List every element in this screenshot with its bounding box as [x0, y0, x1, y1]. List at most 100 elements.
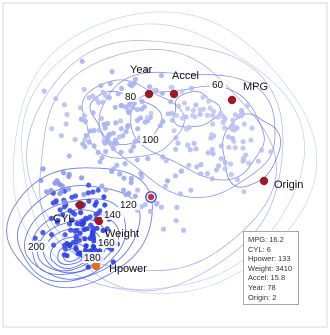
anchor-label-cyl: CYL: [53, 213, 74, 225]
data-point: [225, 134, 232, 140]
data-point: [173, 135, 179, 141]
data-point: [90, 243, 96, 249]
data-point: [142, 119, 148, 125]
data-point: [57, 181, 63, 187]
data-point: [179, 115, 185, 121]
data-point: [101, 194, 107, 200]
contour-label-60: 60: [212, 80, 224, 91]
data-point: [123, 104, 129, 110]
data-point: [85, 190, 91, 196]
data-point: [73, 246, 79, 252]
data-point: [268, 149, 274, 155]
data-point: [128, 148, 134, 154]
data-point: [81, 227, 87, 233]
data-point: [209, 146, 215, 153]
data-point: [204, 112, 210, 118]
anchor-weight[interactable]: [94, 216, 104, 226]
contour-label-100: 100: [142, 135, 159, 146]
data-point: [241, 121, 247, 127]
anchor-origin[interactable]: [259, 176, 269, 186]
data-point: [128, 175, 134, 181]
data-point: [87, 128, 93, 134]
data-point: [112, 104, 118, 110]
data-point: [100, 99, 106, 105]
data-point: [122, 161, 128, 167]
data-point: [40, 229, 46, 236]
contour-line: [173, 90, 222, 128]
data-point: [72, 193, 79, 199]
contour-line: [81, 79, 185, 159]
data-point: [62, 246, 68, 252]
data-point: [235, 114, 241, 120]
data-point: [40, 166, 46, 172]
data-point: [218, 156, 224, 162]
data-point: [186, 124, 192, 130]
data-point: [230, 117, 236, 123]
data-point: [121, 175, 127, 181]
tooltip-row-accel: Accel: 15.8: [248, 273, 286, 283]
data-point: [48, 187, 54, 194]
contour-label-bg: [82, 252, 104, 263]
data-point: [235, 176, 241, 183]
data-point: [138, 170, 144, 177]
data-point: [75, 251, 81, 257]
data-point: [191, 140, 197, 146]
data-point: [232, 145, 238, 151]
anchor-cyl[interactable]: [75, 200, 85, 210]
selected-point[interactable]: [147, 193, 155, 201]
data-point: [58, 188, 64, 194]
data-point: [82, 136, 88, 142]
data-point: [109, 69, 115, 75]
data-point: [228, 171, 234, 177]
anchor-mpg[interactable]: [227, 95, 237, 105]
data-point: [89, 232, 95, 238]
data-point: [61, 204, 67, 210]
data-point: [174, 204, 180, 210]
data-point: [255, 158, 261, 164]
data-point: [215, 114, 221, 120]
data-point: [187, 147, 193, 153]
data-point: [169, 85, 175, 91]
data-point: [173, 218, 179, 224]
data-point: [205, 150, 211, 156]
contour-label-bg: [118, 199, 140, 210]
data-point: [188, 85, 195, 91]
data-point: [102, 202, 108, 208]
data-point: [163, 158, 169, 164]
anchor-year[interactable]: [144, 89, 154, 99]
data-point: [111, 146, 117, 152]
data-point: [99, 183, 105, 189]
data-point: [86, 198, 92, 204]
data-point: [249, 125, 255, 131]
data-point: [101, 121, 107, 127]
data-point: [171, 128, 177, 134]
data-point: [181, 100, 187, 106]
tooltip-row-origin: Origin: 2: [248, 292, 277, 302]
data-point: [125, 124, 131, 130]
data-point: [139, 106, 145, 112]
data-point: [123, 129, 129, 135]
data-point: [134, 106, 140, 113]
data-point: [175, 140, 181, 146]
data-point: [160, 154, 166, 160]
data-point: [92, 202, 98, 208]
anchor-hpower[interactable]: [91, 261, 101, 271]
data-point: [210, 121, 216, 127]
data-point: [85, 264, 91, 270]
anchor-accel[interactable]: [169, 89, 179, 99]
data-point: [61, 199, 68, 205]
contour-label-bg: [210, 79, 226, 90]
data-point: [210, 151, 216, 157]
data-point: [104, 226, 110, 232]
data-point: [130, 105, 136, 111]
anchor-label-year: Year: [130, 64, 153, 76]
data-point: [61, 102, 67, 108]
data-point: [198, 171, 204, 177]
data-point: [185, 106, 191, 112]
tooltip-row-mpg: MPG: 16.2: [248, 235, 284, 244]
data-point: [159, 90, 165, 96]
data-point: [83, 132, 89, 139]
anchor-label-accel: Accel: [172, 70, 199, 82]
